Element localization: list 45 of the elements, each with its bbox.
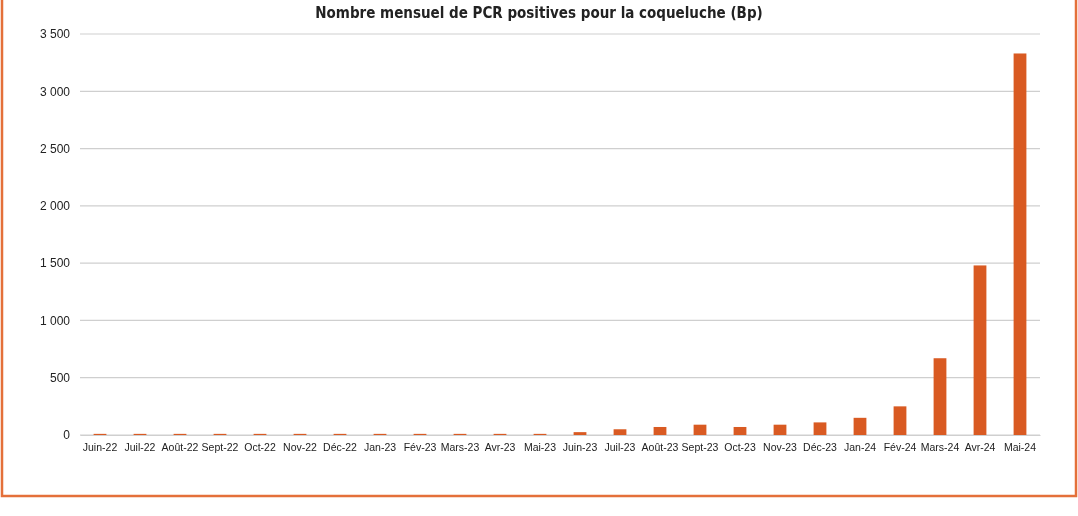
x-tick-label: Nov-23 — [763, 441, 798, 454]
bar — [773, 424, 787, 435]
x-tick-label: Mai-23 — [523, 441, 557, 454]
chart-title: Nombre mensuel de PCR positives pour la coqueluche (Bp) — [315, 4, 763, 22]
x-tick-label: Juil-22 — [124, 441, 156, 454]
x-tick-label: Mars-23 — [440, 441, 480, 454]
y-tick-label: 3 000 — [39, 84, 71, 99]
x-tick-label: Mai-24 — [1003, 441, 1037, 454]
x-tick-label: Déc-22 — [323, 441, 358, 454]
x-tick-label: Jan-24 — [843, 441, 877, 454]
bar — [893, 406, 907, 435]
bar — [1013, 53, 1027, 435]
y-tick-label: 1 000 — [39, 313, 71, 328]
x-tick-label: Juin-23 — [562, 441, 598, 454]
y-tick-label: 2 000 — [39, 199, 71, 214]
y-tick-label: 3 500 — [39, 27, 71, 42]
x-tick-label: Oct-22 — [244, 441, 276, 454]
y-tick-label: 1 500 — [39, 256, 71, 271]
x-tick-label: Août-22 — [161, 441, 199, 454]
bar — [813, 422, 827, 435]
bar — [573, 432, 587, 435]
x-tick-label: Sept-22 — [201, 441, 239, 454]
x-tick-label: Jan-23 — [363, 441, 397, 454]
x-tick-label: Avr-24 — [964, 441, 996, 454]
x-tick-label: Août-23 — [641, 441, 679, 454]
y-tick-label: 500 — [49, 371, 71, 386]
bar — [733, 426, 747, 435]
y-tick-label: 0 — [63, 428, 71, 443]
x-tick-label: Oct-23 — [724, 441, 756, 454]
x-tick-label: Mars-24 — [920, 441, 960, 454]
y-tick-label: 2 500 — [39, 141, 71, 156]
x-tick-label: Avr-23 — [484, 441, 516, 454]
x-tick-label: Fév-24 — [883, 441, 917, 454]
bar — [973, 265, 987, 435]
x-tick-label: Juil-23 — [604, 441, 636, 454]
bar — [653, 426, 667, 435]
bar — [853, 417, 867, 435]
x-tick-label: Sept-23 — [681, 441, 719, 454]
bar — [613, 429, 627, 435]
bar — [933, 358, 947, 435]
x-tick-label: Déc-23 — [803, 441, 838, 454]
x-tick-label: Nov-22 — [283, 441, 318, 454]
x-tick-label: Fév-23 — [403, 441, 437, 454]
x-tick-label: Juin-22 — [82, 441, 118, 454]
bar — [693, 424, 707, 435]
